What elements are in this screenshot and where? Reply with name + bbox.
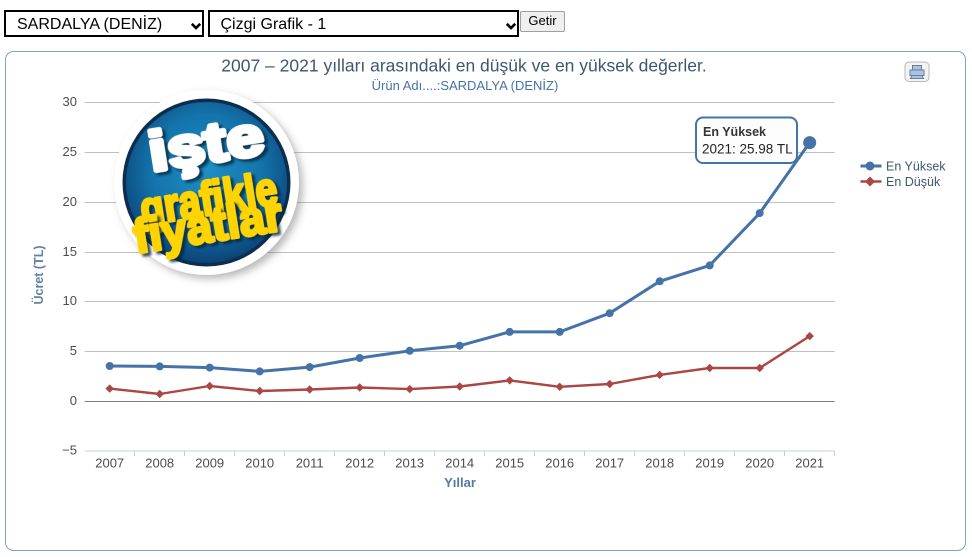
svg-text:2008: 2008 [145,456,174,471]
svg-text:2013: 2013 [395,456,424,471]
svg-text:2007: 2007 [95,456,124,471]
svg-text:2017: 2017 [595,456,624,471]
svg-text:2021: 2021 [795,456,824,471]
svg-text:2020: 2020 [745,456,774,471]
svg-text:En Yüksek: En Yüksek [886,160,946,174]
svg-text:20: 20 [63,194,77,209]
svg-text:10: 10 [63,293,77,308]
svg-text:5: 5 [70,343,77,358]
svg-text:Yıllar: Yıllar [444,475,476,490]
svg-text:15: 15 [63,244,77,259]
svg-text:−5: −5 [62,443,77,458]
svg-text:2015: 2015 [495,456,524,471]
svg-text:Ücret (TL): Ücret (TL) [31,245,46,304]
svg-text:2016: 2016 [545,456,574,471]
svg-text:2009: 2009 [195,456,224,471]
svg-text:2018: 2018 [645,456,674,471]
svg-text:En Düşük: En Düşük [886,175,941,189]
svg-text:Ürün Adı....:SARDALYA (DENİZ): Ürün Adı....:SARDALYA (DENİZ) [372,78,559,93]
svg-text:En Yüksek: En Yüksek [703,125,766,139]
svg-text:0: 0 [70,393,77,408]
svg-text:2012: 2012 [345,456,374,471]
svg-text:2007 – 2021 yılları arasındaki: 2007 – 2021 yılları arasındaki en düşük … [221,56,706,76]
svg-text:2010: 2010 [245,456,274,471]
svg-text:2019: 2019 [695,456,724,471]
svg-text:2011: 2011 [296,456,324,471]
svg-text:25: 25 [63,144,77,159]
svg-text:30: 30 [63,94,77,109]
svg-text:2014: 2014 [445,456,474,471]
svg-text:2021: 25.98 TL: 2021: 25.98 TL [702,142,793,157]
